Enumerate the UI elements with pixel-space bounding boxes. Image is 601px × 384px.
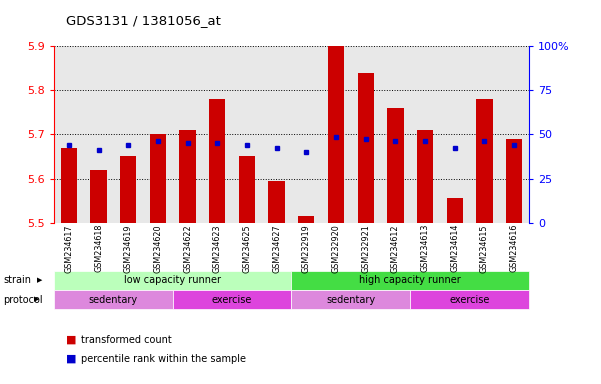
Bar — [291, 290, 410, 309]
Bar — [180, 130, 196, 223]
Text: GSM234627: GSM234627 — [272, 224, 281, 273]
Bar — [61, 147, 77, 223]
Bar — [269, 181, 285, 223]
Bar — [447, 199, 463, 223]
Text: ■: ■ — [66, 335, 76, 345]
Text: sedentary: sedentary — [89, 295, 138, 305]
Bar — [328, 46, 344, 223]
Text: low capacity runner: low capacity runner — [124, 275, 221, 285]
Text: ▶: ▶ — [34, 296, 40, 303]
Text: ▶: ▶ — [37, 277, 43, 283]
Text: GSM234614: GSM234614 — [450, 224, 459, 272]
Bar — [150, 134, 166, 223]
Text: GSM234623: GSM234623 — [213, 224, 222, 273]
Text: high capacity runner: high capacity runner — [359, 275, 461, 285]
Bar — [209, 99, 225, 223]
Text: GSM234622: GSM234622 — [183, 224, 192, 273]
Text: sedentary: sedentary — [326, 295, 376, 305]
Bar — [173, 290, 291, 309]
Bar — [387, 108, 403, 223]
Bar — [476, 99, 493, 223]
Text: GSM232919: GSM232919 — [302, 224, 311, 273]
Bar — [291, 271, 529, 290]
Text: protocol: protocol — [3, 295, 43, 305]
Bar — [54, 290, 173, 309]
Text: exercise: exercise — [450, 295, 490, 305]
Text: ■: ■ — [66, 354, 76, 364]
Text: GSM234617: GSM234617 — [64, 224, 73, 273]
Bar — [417, 130, 433, 223]
Bar — [90, 170, 107, 223]
Bar — [239, 156, 255, 223]
Bar — [358, 73, 374, 223]
Text: transformed count: transformed count — [81, 335, 172, 345]
Text: GSM232921: GSM232921 — [361, 224, 370, 273]
Bar — [120, 156, 136, 223]
Text: exercise: exercise — [212, 295, 252, 305]
Text: GSM234615: GSM234615 — [480, 224, 489, 273]
Bar — [54, 271, 291, 290]
Text: GSM232920: GSM232920 — [332, 224, 341, 273]
Text: GSM234620: GSM234620 — [153, 224, 162, 273]
Text: GSM234612: GSM234612 — [391, 224, 400, 273]
Text: percentile rank within the sample: percentile rank within the sample — [81, 354, 246, 364]
Bar — [506, 139, 522, 223]
Bar — [410, 290, 529, 309]
Bar — [298, 216, 314, 223]
Text: strain: strain — [3, 275, 31, 285]
Text: GSM234616: GSM234616 — [510, 224, 519, 272]
Text: GSM234618: GSM234618 — [94, 224, 103, 272]
Text: GDS3131 / 1381056_at: GDS3131 / 1381056_at — [66, 14, 221, 27]
Text: GSM234625: GSM234625 — [242, 224, 251, 273]
Text: GSM234619: GSM234619 — [124, 224, 133, 273]
Text: GSM234613: GSM234613 — [421, 224, 430, 272]
